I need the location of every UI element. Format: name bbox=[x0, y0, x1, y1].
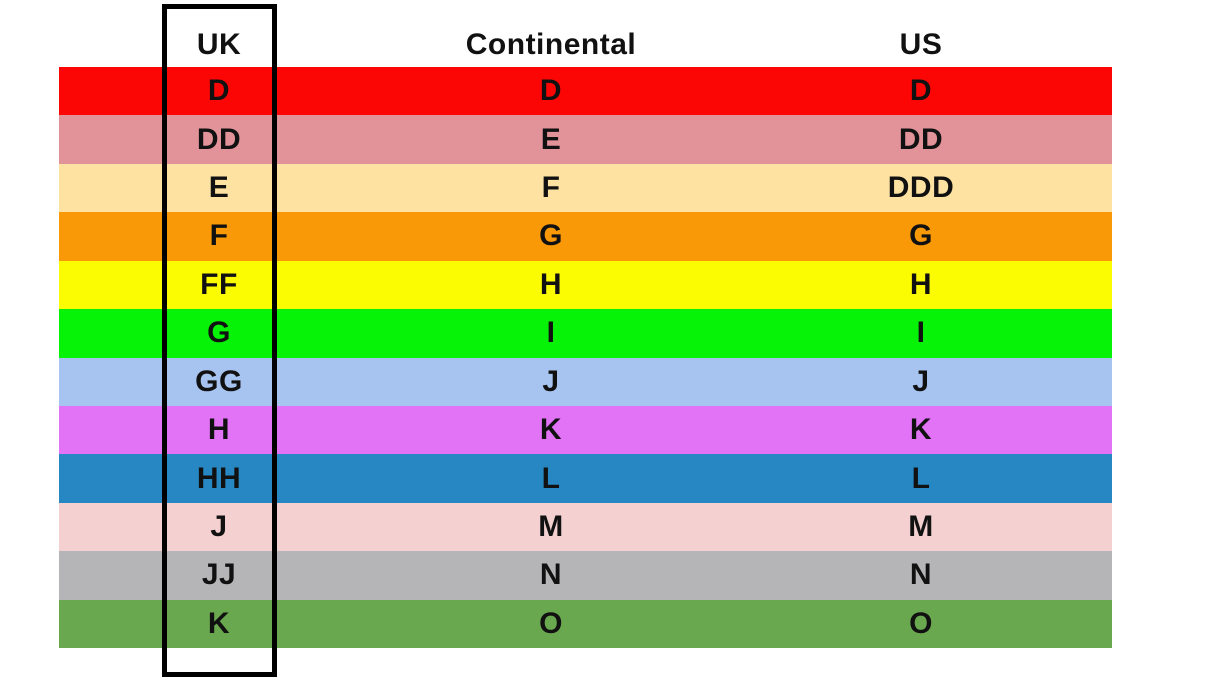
cell-continental: K bbox=[539, 413, 563, 447]
table-row: J M M bbox=[59, 502, 1112, 552]
cell-us: DDD bbox=[887, 171, 955, 205]
cell-us: J bbox=[912, 364, 930, 398]
column-header-us: US bbox=[899, 27, 943, 61]
cell-continental: O bbox=[539, 606, 563, 640]
cell-us: M bbox=[908, 510, 934, 543]
cell-continental: E bbox=[540, 122, 562, 156]
cell-continental: N bbox=[539, 558, 563, 592]
table-row: D D D bbox=[59, 67, 1112, 116]
cell-us: N bbox=[909, 558, 933, 592]
table-row: DD E DD bbox=[59, 115, 1112, 164]
column-header-uk: UK bbox=[196, 27, 242, 61]
table-row: H K K bbox=[59, 405, 1112, 455]
cell-continental: H bbox=[539, 267, 563, 301]
cell-uk: D bbox=[207, 74, 231, 108]
cell-uk: DD bbox=[196, 122, 242, 156]
cell-us: K bbox=[909, 413, 933, 447]
table-row: F G G bbox=[59, 212, 1112, 261]
cell-uk: J bbox=[210, 510, 228, 543]
cell-continental: F bbox=[541, 171, 561, 205]
table-row: JJ N N bbox=[59, 551, 1112, 600]
table-row: GG J J bbox=[59, 357, 1112, 406]
cell-us: D bbox=[909, 74, 933, 108]
cell-us: DD bbox=[898, 122, 944, 156]
cell-us: I bbox=[916, 316, 926, 350]
cell-uk: GG bbox=[195, 364, 243, 398]
cell-uk: G bbox=[207, 316, 231, 350]
cell-uk: H bbox=[207, 413, 231, 447]
table-row: FF H H bbox=[59, 260, 1112, 310]
table-row: E F DDD bbox=[59, 163, 1112, 213]
cell-continental: L bbox=[541, 461, 561, 495]
cell-uk: K bbox=[207, 606, 231, 640]
cell-uk: HH bbox=[196, 461, 242, 495]
cell-us: G bbox=[909, 219, 933, 253]
cell-uk: F bbox=[209, 219, 229, 253]
cell-continental: G bbox=[539, 219, 563, 253]
cell-continental: I bbox=[546, 316, 556, 350]
table-body: D D D DD E DD E F DDD F G G FF H H G I I bbox=[59, 67, 1112, 649]
table-row: HH L L bbox=[59, 454, 1112, 503]
table-header-row: UK Continental US bbox=[59, 0, 1112, 67]
cell-continental: J bbox=[542, 364, 560, 398]
cell-continental: M bbox=[538, 510, 564, 543]
cell-uk: FF bbox=[200, 267, 238, 301]
cell-us: H bbox=[909, 267, 933, 301]
table-row: K O O bbox=[59, 599, 1112, 649]
cell-us: O bbox=[909, 606, 933, 640]
cell-uk: JJ bbox=[201, 558, 237, 592]
cell-uk: E bbox=[208, 171, 230, 205]
cell-continental: D bbox=[539, 74, 563, 108]
column-header-continental: Continental bbox=[465, 27, 637, 61]
table-row: G I I bbox=[59, 309, 1112, 358]
cell-us: L bbox=[911, 461, 931, 495]
